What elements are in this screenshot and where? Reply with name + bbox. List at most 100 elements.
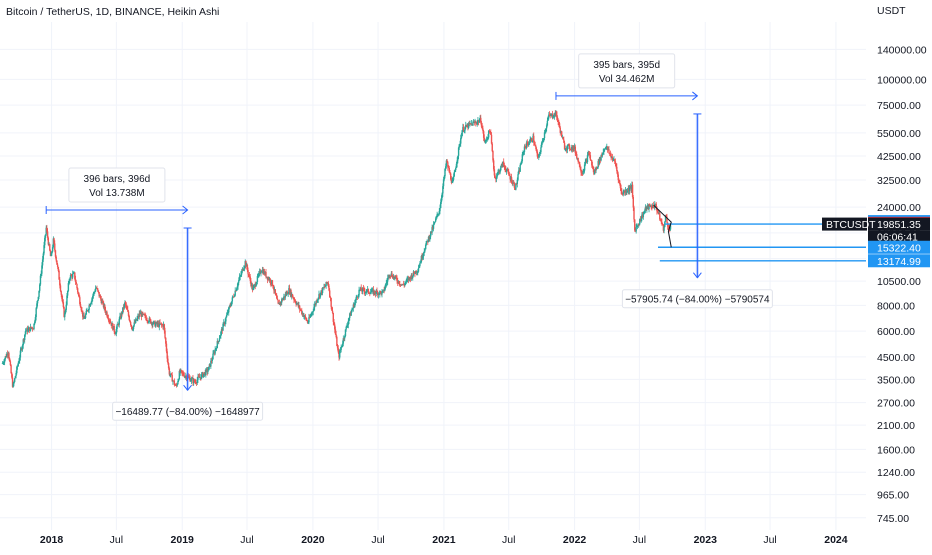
candle-body: [157, 323, 159, 325]
candle-body: [489, 131, 491, 133]
candle-body: [518, 170, 521, 172]
candle-body: [581, 173, 584, 175]
candle-body: [79, 297, 81, 305]
measure-bars-text: 396 bars, 396d: [84, 174, 151, 185]
candle-body: [593, 170, 596, 175]
measure-vol-text: Vol 13.738M: [89, 188, 145, 199]
candle-body: [378, 293, 380, 295]
candle-body: [597, 160, 599, 168]
candle-body: [538, 153, 541, 155]
candle-body: [445, 160, 448, 167]
price-tick-label: 75000.00: [877, 100, 921, 112]
grid: [0, 22, 866, 530]
candle-body: [579, 167, 582, 170]
candle-body: [122, 307, 124, 314]
candle-body: [457, 147, 460, 156]
candle-body: [496, 173, 498, 177]
candle-body: [409, 277, 412, 280]
candle-body: [197, 376, 200, 378]
candle-body: [351, 308, 354, 311]
candle-body: [569, 148, 571, 150]
candle-body: [106, 312, 108, 317]
candle-body: [440, 197, 443, 203]
candle-body: [327, 282, 329, 286]
candle-body: [472, 121, 475, 123]
measure-vol-text: Vol 34.462M: [599, 74, 655, 85]
candle-body: [309, 315, 312, 318]
candle-body: [248, 274, 250, 276]
time-axis[interactable]: 2018 Jul 2019 Jul 2020 Jul 2021 Jul 2022 Jul 2023 J…: [40, 534, 848, 546]
candle-body: [362, 288, 365, 289]
candle-body: [560, 131, 562, 133]
candle-body: [366, 288, 369, 290]
candle-body: [177, 379, 180, 382]
candle-body: [480, 117, 482, 123]
candle-body: [624, 190, 626, 193]
candle-body: [112, 325, 115, 330]
candle-body: [630, 186, 632, 190]
triangle-drawing[interactable]: [653, 204, 672, 248]
candle-body: [586, 159, 588, 162]
candle-body: [567, 144, 569, 146]
candle-body: [488, 130, 491, 132]
candle-body: [173, 380, 176, 385]
candle-body: [354, 300, 357, 303]
candle-body: [435, 216, 438, 219]
candle-body: [243, 268, 245, 271]
time-tick-label: 2023: [694, 534, 718, 546]
candle-body: [191, 378, 193, 380]
candle-body: [91, 298, 93, 302]
drawings[interactable]: 396 bars, 396d Vol 13.738M −16489.77 (−84.…: [45, 53, 866, 421]
price-axis[interactable]: 140000.00 100000.00 75000.00 55000.00 42500.…: [877, 44, 927, 524]
candle-body: [8, 353, 10, 359]
candle-body: [97, 288, 99, 291]
candle-body: [283, 296, 285, 299]
candle-body: [408, 277, 410, 281]
candle-body: [331, 310, 334, 313]
candle-body: [399, 284, 402, 286]
candle-body: [302, 313, 304, 317]
candle-body: [162, 324, 164, 328]
candle-body: [196, 379, 198, 383]
candle-body: [613, 159, 615, 161]
candle-body: [596, 167, 599, 169]
candle-body: [316, 299, 319, 302]
candle-body: [256, 276, 259, 282]
candle-body: [40, 273, 42, 276]
candle-body: [30, 326, 32, 329]
candle-body: [104, 309, 107, 313]
candle-body: [103, 305, 105, 308]
candle-body: [655, 203, 657, 208]
candle-body: [54, 250, 57, 257]
candle-body: [380, 291, 382, 295]
candle-body: [601, 155, 603, 157]
candle-body: [189, 377, 191, 382]
candle-body: [666, 216, 668, 223]
candle-body: [152, 323, 154, 326]
candle-body: [653, 207, 655, 209]
candle-body: [10, 365, 12, 374]
candle-body: [159, 322, 161, 324]
candle-body: [523, 146, 526, 152]
time-tick-label: 2024: [824, 534, 848, 546]
candle-body: [602, 152, 604, 154]
candle-body: [457, 155, 459, 161]
time-tick-label: Jul: [110, 534, 123, 546]
candle-body: [450, 179, 453, 183]
candle-body: [384, 287, 386, 291]
candle-body: [215, 348, 217, 350]
candle-body: [456, 160, 458, 164]
candle-body: [267, 277, 269, 280]
candle-body: [283, 296, 286, 298]
candle-body: [360, 287, 362, 291]
candle-body: [276, 298, 279, 301]
candle-body: [661, 224, 664, 226]
candle-body: [211, 359, 213, 361]
candle-body: [207, 370, 209, 372]
candle-body: [584, 161, 587, 165]
symbol-tag-label: BTCUSDT: [826, 219, 876, 231]
candle-body: [117, 324, 120, 325]
candle-body: [545, 125, 548, 129]
